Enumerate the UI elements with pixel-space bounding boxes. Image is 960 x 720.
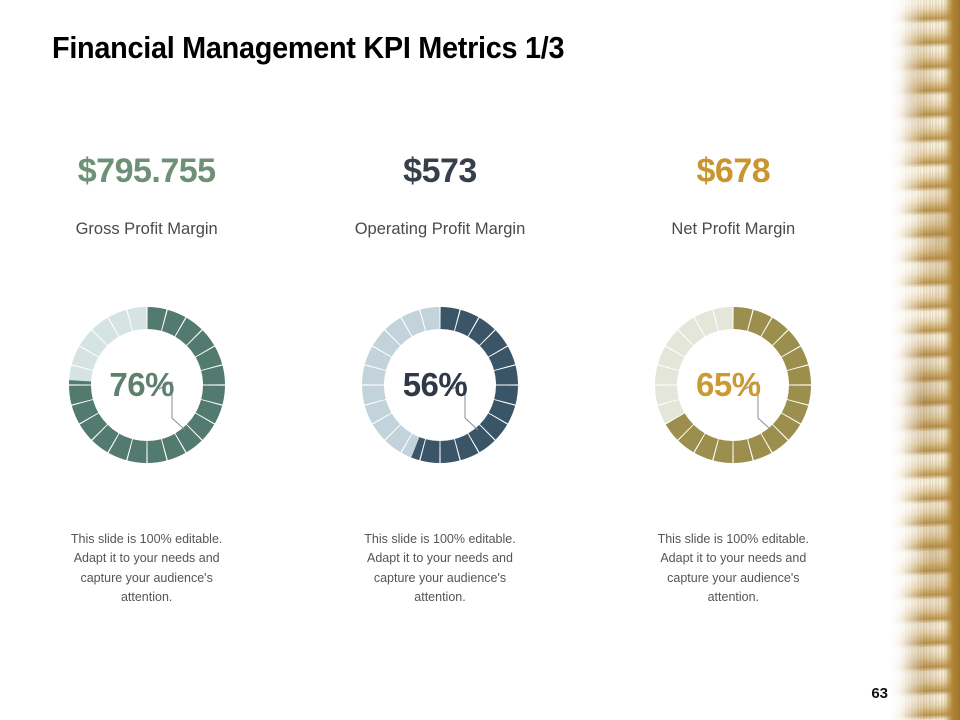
donut-segment	[468, 424, 495, 453]
donut-segment	[747, 309, 772, 337]
donut-segment	[195, 346, 222, 371]
donut-chart-gross-profit-margin: 76%	[58, 296, 236, 474]
donut-segment	[372, 413, 401, 440]
donut-segment	[678, 424, 706, 453]
donut-segment	[420, 307, 440, 331]
donut-segment	[678, 317, 706, 346]
donut-segment	[372, 330, 401, 357]
donut-segment	[79, 413, 107, 440]
donut-segment	[108, 433, 133, 461]
donut-segment	[733, 439, 753, 463]
donut-segment	[195, 399, 222, 424]
kpi-columns: $795.755 Gross Profit Margin 76% This sl…	[0, 150, 880, 650]
donut-leader-line	[745, 381, 772, 431]
page-number: 63	[871, 685, 888, 702]
donut-segment	[361, 385, 386, 405]
donut-segment	[781, 399, 809, 424]
donut-segment	[146, 307, 167, 331]
donut-segment	[186, 413, 214, 440]
donut-segment	[658, 346, 685, 371]
donut-segment	[479, 330, 508, 357]
donut-segment	[781, 346, 809, 371]
donut-segment	[186, 330, 214, 357]
donut-segment	[385, 424, 412, 453]
stacked-coins-photo	[890, 0, 960, 720]
donut-segment	[91, 424, 119, 453]
donut-segment	[79, 330, 107, 357]
donut-segment	[174, 317, 202, 346]
donut-segment	[468, 317, 495, 346]
donut-segment	[772, 413, 801, 440]
kpi-value-gross-profit-margin: $795.755	[77, 152, 216, 190]
donut-svg-net	[655, 307, 812, 463]
donut-segment	[161, 433, 186, 461]
donut-segment	[361, 365, 386, 385]
donut-segment	[174, 424, 202, 453]
donut-segment	[364, 346, 392, 371]
donut-segment	[733, 307, 753, 331]
donut-segment	[494, 385, 518, 405]
kpi-value-operating-profit-margin: $573	[403, 152, 477, 190]
donut-leader-line	[451, 381, 479, 431]
caption-gross-profit-margin: This slide is 100% editable. Adapt it to…	[70, 532, 223, 605]
donut-segment	[420, 439, 440, 463]
donut-segment	[787, 365, 812, 385]
donut-segment-partial	[411, 437, 426, 461]
donut-segment	[658, 399, 685, 424]
caption-operating-profit-margin: This slide is 100% editable. Adapt it to…	[364, 532, 516, 605]
kpi-column-operating-profit-margin: $573 Operating Profit Margin 56% This sl…	[293, 150, 586, 650]
donut-segment	[161, 309, 186, 337]
donut-segment	[479, 413, 508, 440]
donut-segment	[454, 433, 479, 461]
donut-segment	[761, 424, 789, 453]
donut-segment	[488, 346, 516, 371]
donut-segment	[440, 439, 460, 463]
kpi-label-operating-profit-margin: Operating Profit Margin	[354, 220, 526, 238]
donut-segment	[694, 309, 719, 337]
donut-segment	[127, 439, 147, 463]
donut-segment	[655, 385, 680, 405]
donut-segment	[713, 307, 734, 331]
kpi-label-net-profit-margin: Net Profit Margin	[671, 220, 796, 238]
donut-segment	[666, 330, 694, 357]
caption-net-profit-margin: This slide is 100% editable. Adapt it to…	[657, 532, 810, 605]
donut-segment	[454, 309, 479, 337]
kpi-column-net-profit-margin: $678 Net Profit Margin 65% This slide is…	[587, 150, 880, 650]
donut-segment	[385, 317, 412, 346]
donut-svg-gross	[68, 307, 225, 463]
donut-segment	[68, 385, 93, 405]
donut-segment	[71, 399, 99, 424]
donut-svg-operating	[361, 307, 518, 463]
page-title: Financial Management KPI Metrics 1/3	[52, 30, 565, 65]
coin-photo-left-fade	[890, 0, 924, 720]
donut-segment	[694, 433, 719, 461]
donut-segment	[364, 399, 392, 424]
donut-segment	[71, 346, 99, 371]
donut-segment-partial	[670, 417, 694, 440]
donut-segment	[488, 399, 516, 424]
donut-segment	[494, 365, 518, 385]
donut-segment	[200, 385, 225, 405]
donut-segment	[91, 317, 119, 346]
donut-segment	[761, 317, 789, 346]
donut-chart-operating-profit-margin: 56%	[351, 296, 529, 474]
donut-segment	[747, 433, 772, 461]
donut-segment	[787, 385, 812, 405]
donut-segment	[127, 307, 147, 331]
kpi-value-net-profit-margin: $678	[696, 152, 771, 190]
coin-photo-right-edge	[944, 0, 960, 720]
donut-segment	[772, 330, 801, 357]
donut-segment	[713, 439, 734, 463]
donut-segment	[200, 365, 225, 385]
donut-segment	[146, 439, 167, 463]
donut-segment	[440, 307, 460, 331]
kpi-column-gross-profit-margin: $795.755 Gross Profit Margin 76% This sl…	[0, 150, 293, 650]
donut-segment	[108, 309, 133, 337]
donut-leader-line	[158, 381, 185, 431]
kpi-label-gross-profit-margin: Gross Profit Margin	[75, 220, 218, 238]
donut-chart-net-profit-margin: 65%	[644, 296, 822, 474]
donut-segment	[655, 365, 680, 385]
donut-segment	[401, 309, 426, 337]
